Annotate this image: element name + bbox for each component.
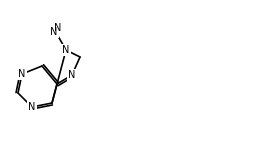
- Text: N: N: [54, 23, 62, 33]
- Text: N: N: [28, 102, 36, 112]
- Text: N: N: [50, 27, 58, 37]
- Text: N: N: [68, 70, 76, 80]
- Text: N: N: [18, 69, 26, 79]
- Text: N: N: [62, 45, 70, 55]
